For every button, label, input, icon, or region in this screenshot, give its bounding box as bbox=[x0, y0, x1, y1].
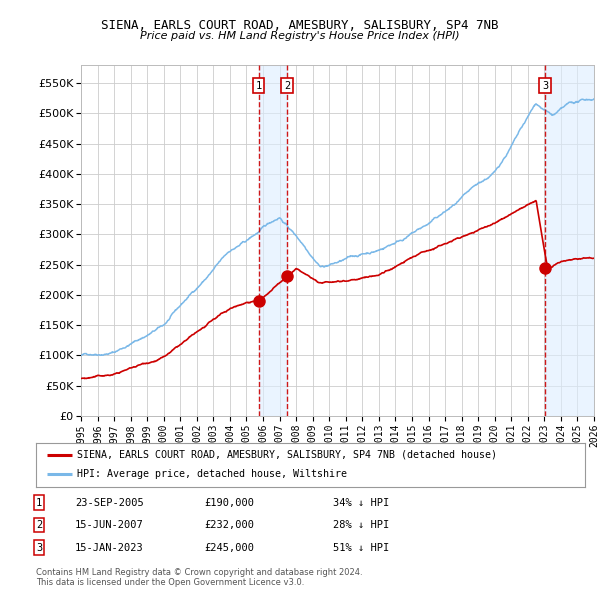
Bar bbox=[545, 65, 594, 416]
Text: 23-SEP-2005: 23-SEP-2005 bbox=[75, 498, 144, 507]
Text: 1: 1 bbox=[256, 81, 262, 91]
Text: Contains HM Land Registry data © Crown copyright and database right 2024.
This d: Contains HM Land Registry data © Crown c… bbox=[36, 568, 362, 587]
Text: 15-JAN-2023: 15-JAN-2023 bbox=[75, 543, 144, 552]
Text: £190,000: £190,000 bbox=[204, 498, 254, 507]
Text: 28% ↓ HPI: 28% ↓ HPI bbox=[333, 520, 389, 530]
Text: 51% ↓ HPI: 51% ↓ HPI bbox=[333, 543, 389, 552]
Text: £232,000: £232,000 bbox=[204, 520, 254, 530]
Text: 3: 3 bbox=[542, 81, 548, 91]
Text: SIENA, EARLS COURT ROAD, AMESBURY, SALISBURY, SP4 7NB (detached house): SIENA, EARLS COURT ROAD, AMESBURY, SALIS… bbox=[77, 450, 497, 460]
Text: SIENA, EARLS COURT ROAD, AMESBURY, SALISBURY, SP4 7NB: SIENA, EARLS COURT ROAD, AMESBURY, SALIS… bbox=[101, 19, 499, 32]
Text: 2: 2 bbox=[36, 520, 42, 530]
Text: 3: 3 bbox=[36, 543, 42, 552]
Text: 1: 1 bbox=[36, 498, 42, 507]
Bar bbox=[259, 65, 287, 416]
Text: 15-JUN-2007: 15-JUN-2007 bbox=[75, 520, 144, 530]
Text: Price paid vs. HM Land Registry's House Price Index (HPI): Price paid vs. HM Land Registry's House … bbox=[140, 31, 460, 41]
Text: 2: 2 bbox=[284, 81, 290, 91]
Text: HPI: Average price, detached house, Wiltshire: HPI: Average price, detached house, Wilt… bbox=[77, 470, 347, 479]
Text: 34% ↓ HPI: 34% ↓ HPI bbox=[333, 498, 389, 507]
Text: £245,000: £245,000 bbox=[204, 543, 254, 552]
